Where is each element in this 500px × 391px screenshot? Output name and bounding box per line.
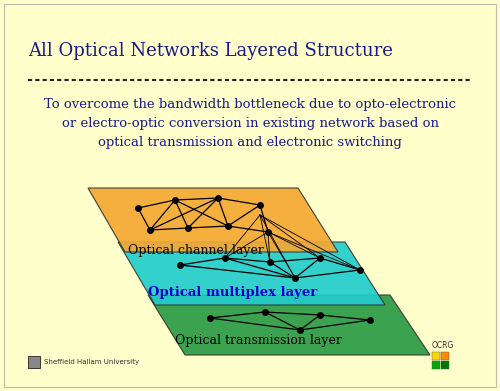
Polygon shape <box>118 242 385 305</box>
Bar <box>441 352 449 360</box>
Text: OCRG: OCRG <box>432 341 454 350</box>
Bar <box>441 361 449 369</box>
Text: Optical channel layer: Optical channel layer <box>128 244 264 257</box>
Text: Optical multiplex layer: Optical multiplex layer <box>148 286 318 299</box>
Bar <box>432 361 440 369</box>
Text: Sheffield Hallam University: Sheffield Hallam University <box>44 359 139 365</box>
Polygon shape <box>148 295 430 355</box>
Text: All Optical Networks Layered Structure: All Optical Networks Layered Structure <box>28 42 393 60</box>
Bar <box>432 352 440 360</box>
Text: Optical transmission layer: Optical transmission layer <box>175 334 342 347</box>
Bar <box>28 356 40 368</box>
Polygon shape <box>88 188 338 252</box>
Text: To overcome the bandwidth bottleneck due to opto-electronic
or electro-optic con: To overcome the bandwidth bottleneck due… <box>44 98 456 149</box>
